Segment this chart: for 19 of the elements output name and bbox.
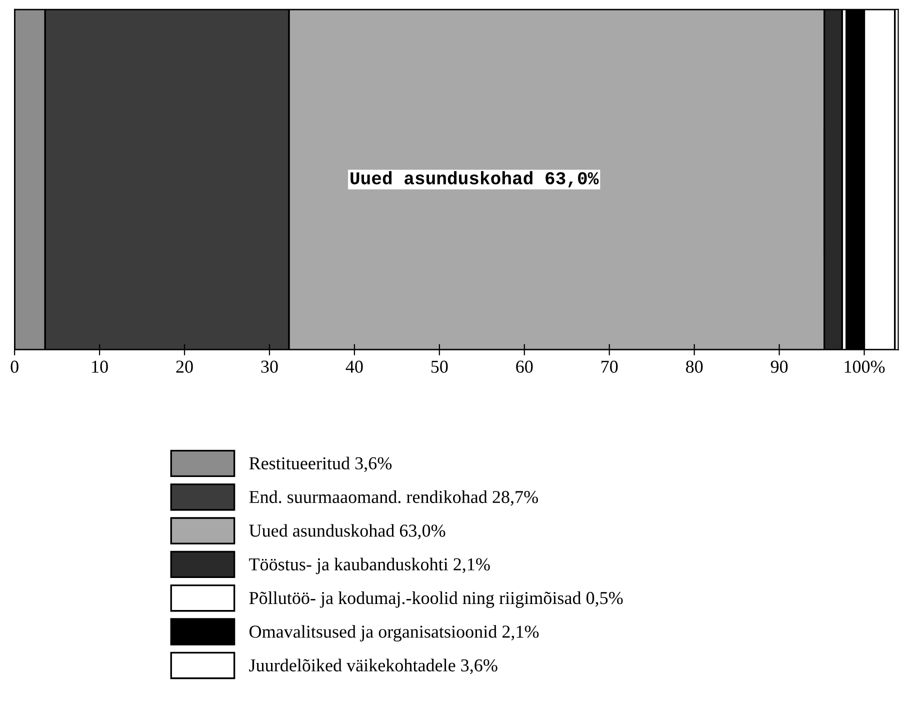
x-tick-label: 40 — [346, 360, 363, 373]
legend-label: End. suurmaaomand. rendikohad 28,7% — [249, 490, 538, 506]
legend-label: Juurdelõiked väikekohtadele 3,6% — [249, 658, 498, 674]
x-tick-label: 100% — [844, 360, 885, 373]
x-tick-label: 90 — [770, 360, 788, 373]
x-tick-label: 70 — [602, 360, 618, 373]
legend-label: Omavalitsused ja organisatsioonid 2,1% — [250, 625, 539, 642]
x-tick-label: 10 — [92, 360, 108, 373]
x-tick-label: 80 — [686, 360, 703, 373]
legend-label: Restitueeritud 3,6% — [249, 456, 392, 472]
annotation: Uued asunduskohad 63,0% — [350, 171, 599, 188]
x-tick-label: 0 — [10, 360, 18, 373]
x-tick-label: 30 — [261, 360, 278, 373]
legend-label: Tööstus- ja kaubanduskohti 2,1% — [249, 558, 490, 574]
x-tick-label: 60 — [516, 360, 533, 373]
legend-label: Uued asunduskohad 63,0% — [249, 524, 446, 540]
x-tick-label: 50 — [431, 360, 448, 373]
legend-label: Põllutöö- ja kodumaj.-koolid ning riigimõisad 0,5% — [249, 591, 623, 608]
x-tick-label: 20 — [176, 360, 193, 373]
